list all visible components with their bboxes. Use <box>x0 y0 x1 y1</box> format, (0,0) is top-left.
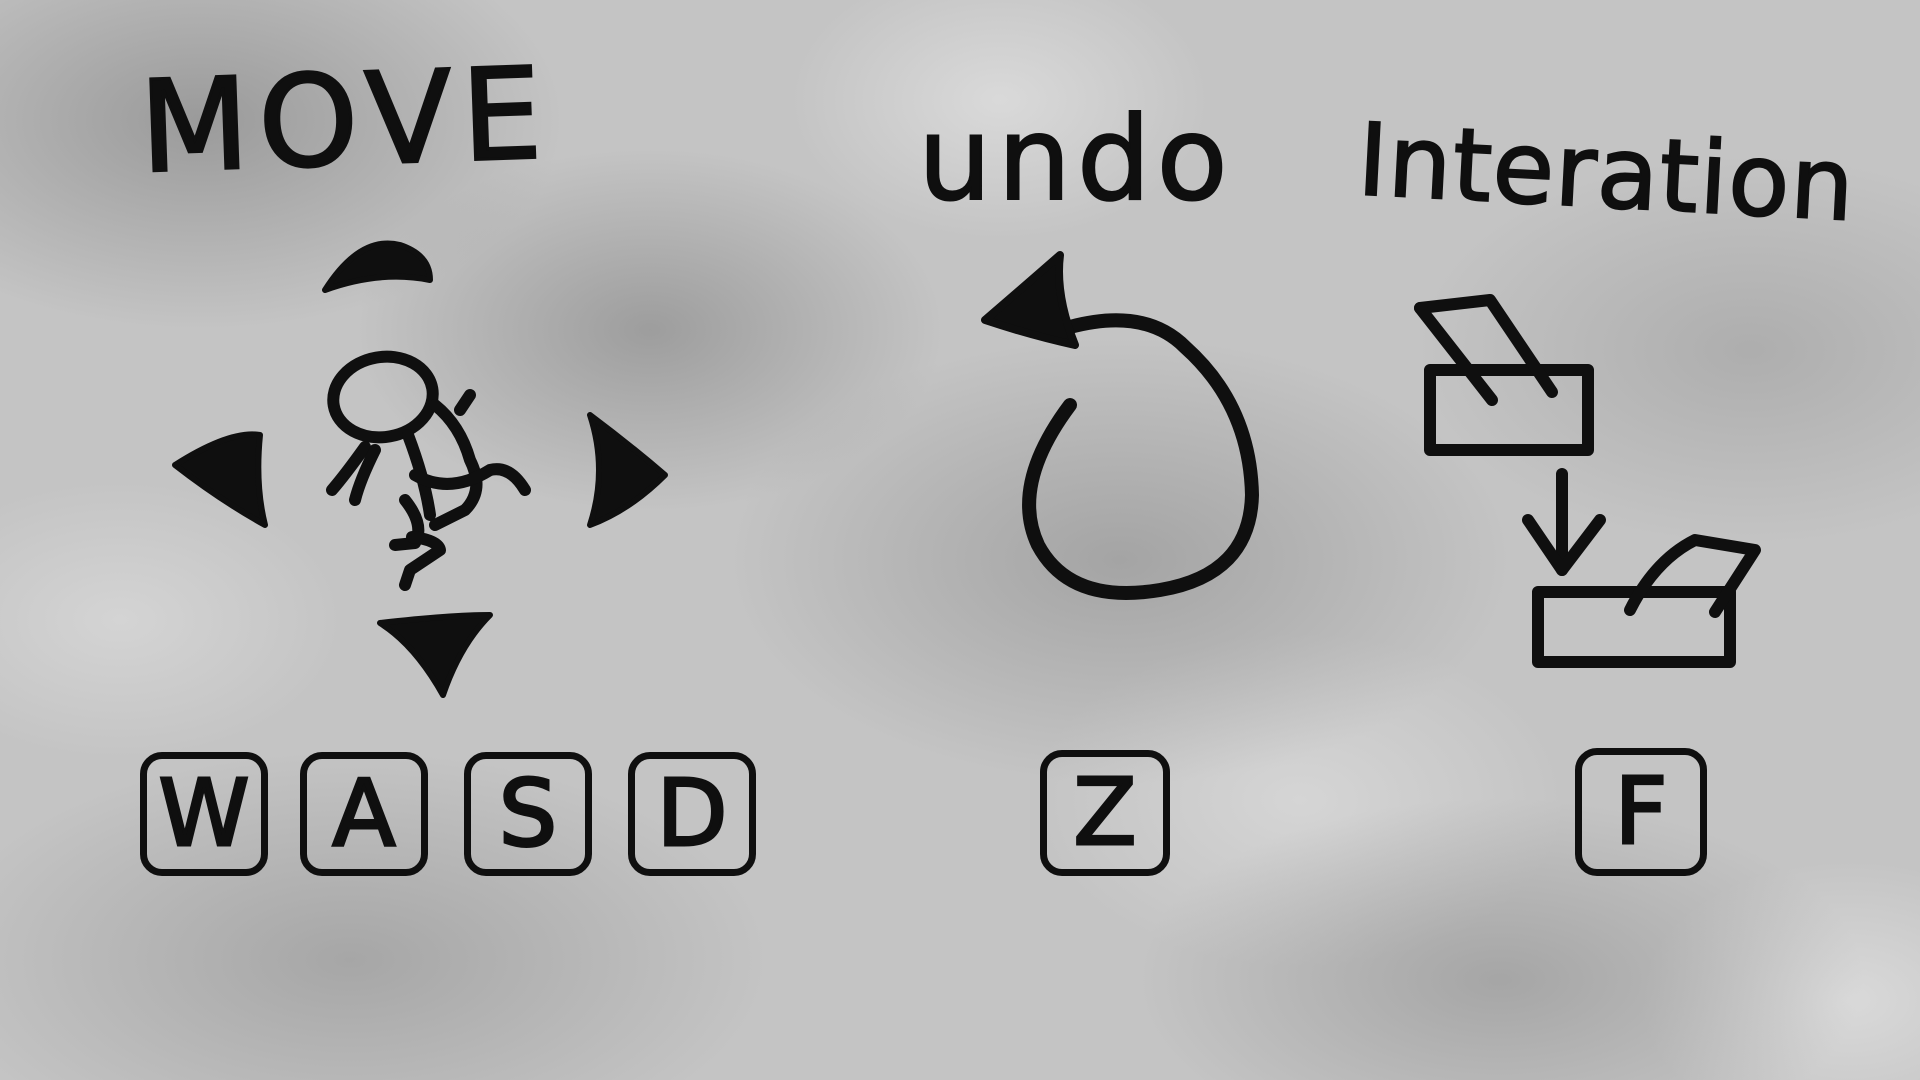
arrow-right-icon <box>587 412 668 528</box>
undo-arrow-icon <box>981 251 1260 600</box>
undo-arrowhead-icon <box>981 251 1079 349</box>
key-a: A <box>300 752 428 876</box>
key-f: F <box>1575 748 1707 876</box>
interaction-title: Interation <box>1354 100 1859 245</box>
running-figure-icon <box>172 240 668 698</box>
arrow-left-icon <box>172 431 268 528</box>
move-title: MOVE <box>136 38 555 202</box>
key-w: W <box>140 752 268 876</box>
arrow-up-icon <box>322 240 433 293</box>
key-z: Z <box>1040 750 1170 876</box>
arrow-down-icon <box>377 612 493 698</box>
key-s: S <box>464 752 592 876</box>
undo-title: undo <box>917 92 1234 227</box>
open-box-icon <box>1414 294 1761 668</box>
key-d: D <box>628 752 756 876</box>
